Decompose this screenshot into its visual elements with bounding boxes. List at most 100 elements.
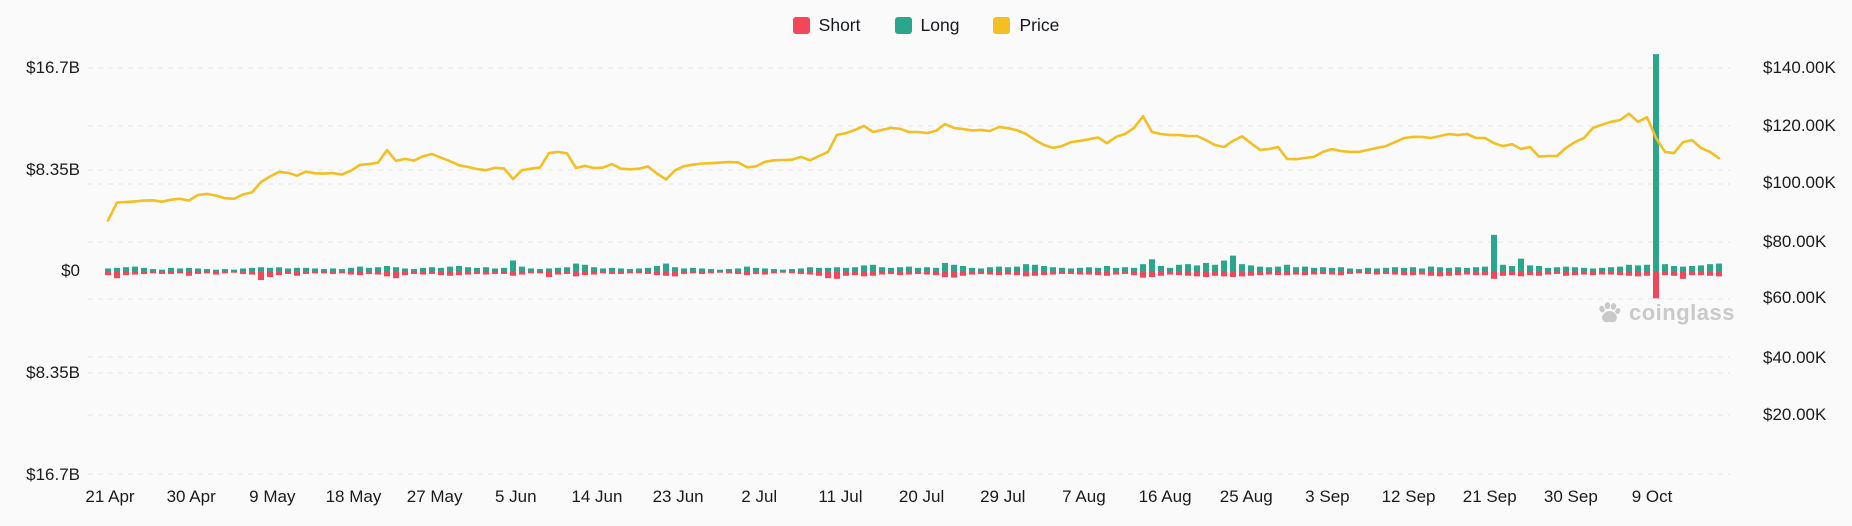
long-bar	[1086, 267, 1092, 272]
x-axis-label: 12 Sep	[1381, 487, 1436, 506]
long-bar	[1248, 265, 1254, 272]
long-bar	[870, 264, 876, 272]
long-bar	[1608, 267, 1614, 272]
long-bar	[1635, 265, 1641, 272]
short-bar	[411, 271, 417, 274]
short-bar	[1536, 271, 1542, 276]
x-axis-label: 30 Apr	[166, 487, 216, 506]
long-bar	[1068, 268, 1074, 272]
short-bar	[987, 271, 993, 275]
long-bar	[285, 268, 291, 272]
long-bar	[1383, 267, 1389, 272]
long-bar	[1023, 264, 1029, 272]
watermark-text: coinglass	[1629, 300, 1735, 325]
long-bar	[798, 268, 804, 272]
long-bar	[1284, 264, 1290, 272]
long-bar	[1455, 267, 1461, 272]
short-bar	[1077, 271, 1083, 275]
long-bar	[852, 267, 858, 272]
long-bar	[1356, 269, 1362, 272]
long-bar	[861, 265, 867, 272]
long-bar	[1293, 267, 1299, 272]
long-bar	[780, 269, 786, 272]
short-bar	[1545, 271, 1551, 275]
short-bar	[510, 271, 516, 276]
long-bar	[1059, 267, 1065, 272]
short-bar	[897, 271, 903, 276]
long-bar	[1509, 266, 1515, 272]
x-axis-label: 9 Oct	[1631, 487, 1673, 506]
short-bar	[807, 271, 813, 275]
short-bar	[546, 271, 552, 277]
short-bar	[1401, 271, 1407, 276]
long-bar	[1095, 267, 1101, 272]
short-bar	[1275, 271, 1281, 276]
short-bar	[294, 271, 300, 276]
long-bar	[510, 260, 516, 272]
short-bar	[1203, 271, 1209, 277]
short-bar	[249, 271, 255, 275]
short-bar	[816, 271, 822, 276]
legend-item-short[interactable]: Short	[792, 15, 861, 36]
long-bar	[555, 267, 561, 272]
short-bar	[402, 271, 408, 276]
short-bar	[924, 271, 930, 275]
short-bar	[1338, 271, 1344, 276]
short-bar	[1347, 271, 1353, 274]
short-bar	[528, 271, 534, 274]
x-axis-label: 9 May	[249, 487, 296, 506]
long-bar	[1050, 267, 1056, 272]
long-bar	[1176, 264, 1182, 272]
x-axis-label: 11 Jul	[818, 487, 863, 506]
left-axis-label: $8.35B	[26, 363, 80, 382]
short-bar	[1671, 271, 1677, 276]
short-bar	[1266, 271, 1272, 275]
short-bar	[600, 271, 606, 274]
legend-item-price[interactable]: Price	[993, 15, 1059, 36]
right-axis-label: $100.00K	[1763, 173, 1836, 192]
short-bar	[1644, 271, 1650, 276]
long-bar	[1266, 267, 1272, 272]
long-bar	[996, 266, 1002, 272]
long-bar	[330, 268, 336, 272]
short-bar	[1014, 271, 1020, 276]
long-bar	[492, 268, 498, 272]
short-bar	[1464, 271, 1470, 275]
short-bar	[537, 271, 543, 274]
short-bar	[384, 271, 390, 277]
long-swatch-icon	[894, 16, 912, 34]
short-bar	[348, 271, 354, 275]
short-bar	[969, 271, 975, 275]
short-bar	[1707, 271, 1713, 276]
short-bar	[1572, 271, 1578, 276]
long-bar	[177, 268, 183, 272]
short-bar	[501, 271, 507, 274]
long-bar	[393, 267, 399, 272]
short-bar	[213, 271, 219, 275]
long-bar	[1599, 267, 1605, 272]
legend-item-long[interactable]: Long	[894, 15, 959, 36]
short-bar	[582, 271, 588, 276]
short-bar	[1689, 271, 1695, 276]
x-axis-label: 14 Jun	[571, 487, 623, 506]
long-bar	[564, 267, 570, 272]
short-bar	[888, 271, 894, 274]
short-bar	[834, 271, 840, 279]
short-bar	[735, 271, 741, 274]
long-bar	[1275, 266, 1281, 272]
long-bar	[483, 267, 489, 272]
long-bar	[1590, 268, 1596, 272]
long-bar	[114, 267, 120, 272]
long-bar	[1158, 266, 1164, 272]
price-swatch-icon	[993, 16, 1011, 34]
long-bar	[1491, 234, 1497, 272]
long-bar	[1041, 266, 1047, 272]
short-bar	[726, 271, 732, 274]
long-bar	[1338, 267, 1344, 272]
long-bar	[1572, 267, 1578, 272]
long-bar	[384, 266, 390, 272]
short-bar	[447, 271, 453, 276]
long-bar	[1473, 267, 1479, 272]
long-bar	[1374, 268, 1380, 272]
